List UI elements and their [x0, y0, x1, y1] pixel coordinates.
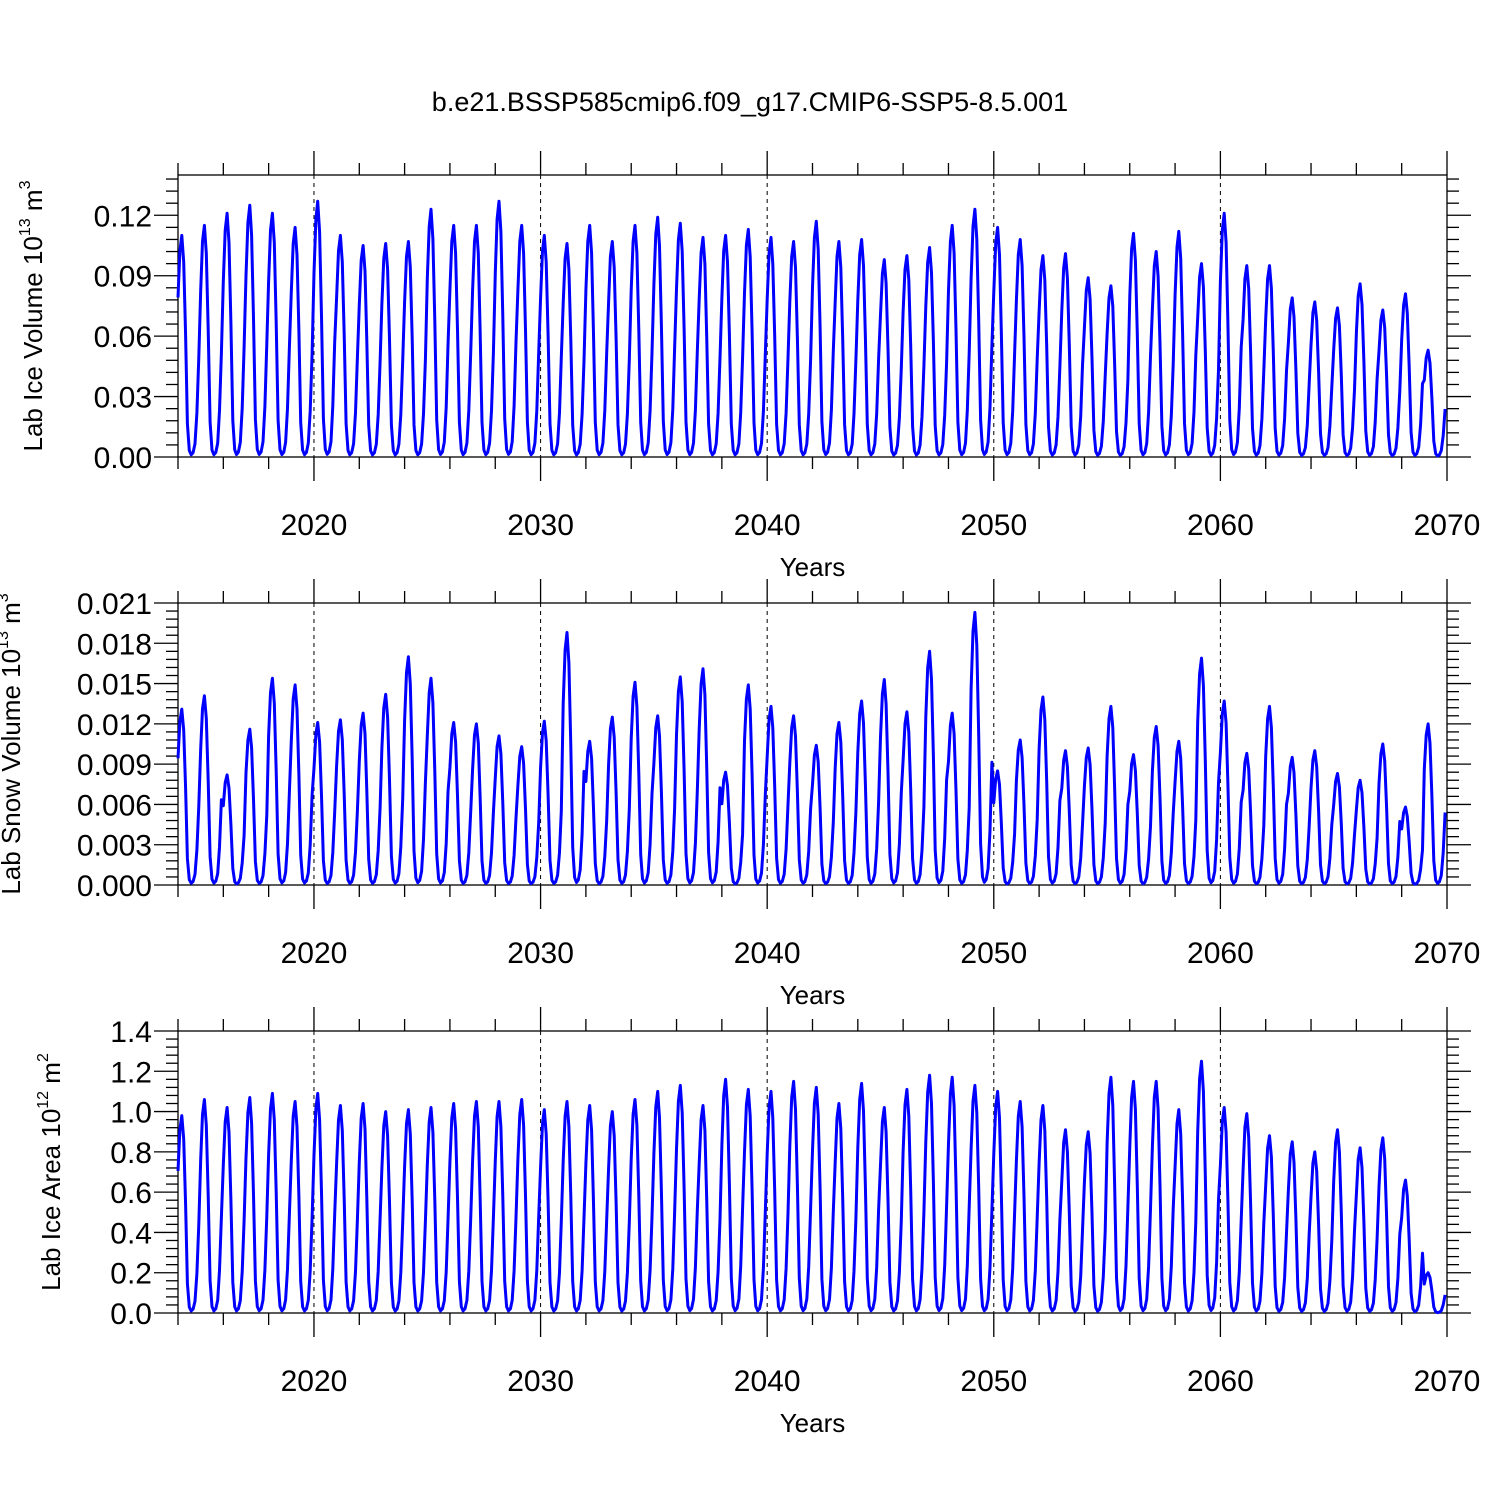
x-tick-label: 2070 [1414, 509, 1481, 542]
y-tick-label: 0.003 [77, 830, 152, 863]
x-tick-label: 2020 [281, 937, 348, 970]
y-tick-label: 0.021 [77, 588, 152, 621]
y-tick-label: 0.012 [77, 709, 152, 742]
x-tick-label: 2030 [507, 937, 574, 970]
series-line [176, 610, 1447, 886]
series-line [176, 199, 1447, 458]
x-tick-label: 2030 [507, 509, 574, 542]
y-tick-label: 0.4 [110, 1217, 152, 1250]
x-tick-label: 2050 [960, 937, 1027, 970]
x-tick-label: 2050 [960, 1365, 1027, 1398]
x-tick-label: 2040 [734, 509, 801, 542]
y-tick-label: 0.6 [110, 1177, 152, 1210]
x-tick-label: 2060 [1187, 1365, 1254, 1398]
y-tick-label: 0.03 [94, 382, 152, 415]
panel-3: 2020 2030 2040 2050 2060 2070 0.0 0.2 0.4 0.6 0.8 1… [35, 1007, 1480, 1438]
x-tick-label: 2070 [1414, 1365, 1481, 1398]
x-tick-label: 2020 [281, 509, 348, 542]
x-tick-label: 2060 [1187, 937, 1254, 970]
y-axis-label: Lab Ice Area 1012 m2 [35, 1053, 66, 1291]
x-tick-label: 2020 [281, 1365, 348, 1398]
x-axis-label: Years [780, 552, 846, 582]
y-tick-label: 0.015 [77, 669, 152, 702]
x-axis-label: Years [780, 980, 846, 1010]
y-tick-label: 0.8 [110, 1137, 152, 1170]
y-axis-label: Lab Snow Volume 1013 m3 [0, 593, 26, 894]
y-tick-label: 0.009 [77, 749, 152, 782]
y-tick-label: 1.0 [110, 1097, 152, 1130]
y-tick-label: 0.12 [94, 200, 152, 233]
y-tick-label: 0.006 [77, 789, 152, 822]
y-tick-label: 0.000 [77, 870, 152, 903]
figure-title: b.e21.BSSP585cmip6.f09_g17.CMIP6-SSP5-8.… [432, 87, 1068, 117]
y-tick-label: 0.2 [110, 1258, 152, 1291]
y-tick-label: 0.00 [94, 442, 152, 475]
x-tick-label: 2060 [1187, 509, 1254, 542]
series-line [176, 1059, 1447, 1315]
x-tick-label: 2050 [960, 509, 1027, 542]
x-axis-label: Years [780, 1408, 846, 1438]
y-tick-label: 0.0 [110, 1298, 152, 1331]
y-axis-label: Lab Ice Volume 1013 m3 [17, 180, 48, 451]
panel-1: 2020 2030 2040 2050 2060 2070 0.00 0.03 0.06 0.09… [17, 151, 1480, 582]
y-tick-label: 1.4 [110, 1016, 152, 1049]
x-tick-label: 2070 [1414, 937, 1481, 970]
y-tick-label: 0.06 [94, 321, 152, 354]
panel-2: 2020 2030 2040 2050 2060 2070 0.000 0.003 0.006 0… [0, 579, 1480, 1010]
y-tick-label: 0.09 [94, 261, 152, 294]
x-tick-label: 2030 [507, 1365, 574, 1398]
y-tick-label: 0.018 [77, 628, 152, 661]
x-tick-label: 2040 [734, 937, 801, 970]
y-tick-label: 1.2 [110, 1056, 152, 1089]
x-tick-label: 2040 [734, 1365, 801, 1398]
